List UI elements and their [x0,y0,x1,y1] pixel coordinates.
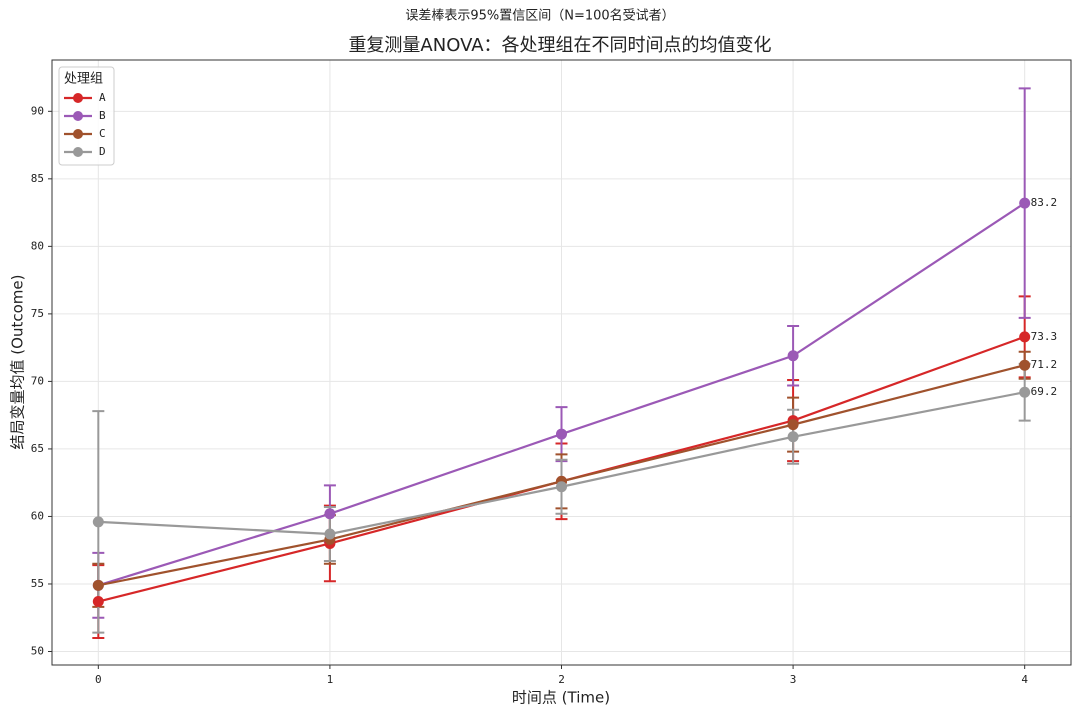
data-point [787,419,799,431]
x-tick-label: 2 [558,673,565,686]
data-point [92,579,104,591]
legend-marker [73,111,83,121]
y-tick-label: 65 [31,442,44,455]
data-point [1019,386,1031,398]
value-label: 71.2 [1031,358,1058,371]
x-tick-label: 1 [327,673,334,686]
value-label: 69.2 [1031,385,1058,398]
y-tick-label: 85 [31,172,44,185]
y-tick-label: 90 [31,104,44,117]
data-point [92,516,104,528]
x-tick-label: 3 [790,673,797,686]
data-point [324,528,336,540]
y-tick-label: 55 [31,577,44,590]
data-point [324,508,336,520]
data-point [1019,331,1031,343]
legend-label: D [99,145,106,158]
y-tick-label: 70 [31,374,44,387]
data-point [787,431,799,443]
legend-title: 处理组 [64,72,103,87]
data-point [787,350,799,362]
data-point [556,481,567,493]
legend-marker [73,147,83,157]
value-label: 73.3 [1031,330,1058,343]
y-tick-label: 60 [31,509,44,522]
y-axis-label: 结局变量均值 (Outcome) [9,275,27,450]
x-tick-label: 4 [1021,673,1028,686]
y-tick-label: 75 [31,307,44,320]
data-point [1019,359,1031,371]
legend-marker [73,93,83,103]
legend-label: A [99,91,106,104]
value-label: 83.2 [1031,196,1058,209]
data-point [556,428,567,440]
legend-marker [73,129,83,139]
chart-subtitle: 误差棒表示95%置信区间（N=100名受试者） [405,8,674,24]
x-axis-label: 时间点 (Time) [512,689,610,707]
legend-label: C [99,127,106,140]
x-tick-label: 0 [95,673,102,686]
data-point [92,596,104,608]
chart-title: 重复测量ANOVA：各处理组在不同时间点的均值变化 [348,35,771,56]
y-tick-label: 50 [31,644,44,657]
plot-frame [51,59,1072,666]
data-point [1019,197,1031,209]
legend-label: B [99,109,106,122]
y-tick-label: 80 [31,239,44,252]
